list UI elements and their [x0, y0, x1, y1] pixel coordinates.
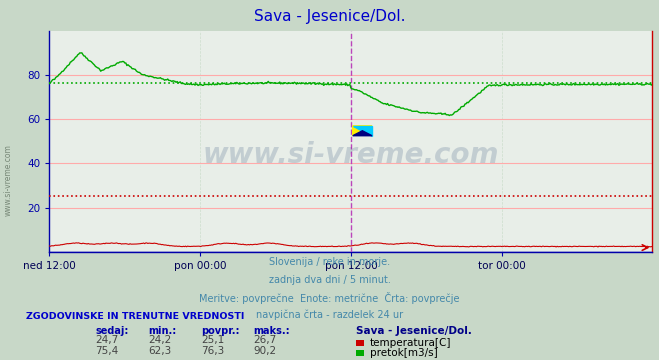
Text: 24,2: 24,2 — [148, 336, 171, 346]
Text: Slovenija / reke in morje.: Slovenija / reke in morje. — [269, 257, 390, 267]
Text: min.:: min.: — [148, 326, 177, 336]
Polygon shape — [353, 126, 372, 136]
Text: ZGODOVINSKE IN TRENUTNE VREDNOSTI: ZGODOVINSKE IN TRENUTNE VREDNOSTI — [26, 312, 244, 321]
Text: povpr.:: povpr.: — [201, 326, 239, 336]
Text: temperatura[C]: temperatura[C] — [370, 338, 451, 348]
Text: maks.:: maks.: — [254, 326, 291, 336]
Text: www.si-vreme.com: www.si-vreme.com — [3, 144, 13, 216]
Text: 62,3: 62,3 — [148, 346, 171, 356]
Text: pretok[m3/s]: pretok[m3/s] — [370, 348, 438, 358]
Text: 24,7: 24,7 — [96, 336, 119, 346]
Text: sedaj:: sedaj: — [96, 326, 129, 336]
Text: 76,3: 76,3 — [201, 346, 224, 356]
Polygon shape — [353, 126, 372, 136]
Text: navpična črta - razdelek 24 ur: navpična črta - razdelek 24 ur — [256, 309, 403, 320]
Text: 26,7: 26,7 — [254, 336, 277, 346]
Text: zadnja dva dni / 5 minut.: zadnja dva dni / 5 minut. — [269, 275, 390, 285]
Text: 90,2: 90,2 — [254, 346, 277, 356]
Text: Meritve: povprečne  Enote: metrične  Črta: povprečje: Meritve: povprečne Enote: metrične Črta:… — [199, 292, 460, 304]
Text: Sava - Jesenice/Dol.: Sava - Jesenice/Dol. — [356, 326, 472, 336]
Text: 25,1: 25,1 — [201, 336, 224, 346]
Text: 75,4: 75,4 — [96, 346, 119, 356]
Text: www.si-vreme.com: www.si-vreme.com — [203, 141, 499, 168]
Text: Sava - Jesenice/Dol.: Sava - Jesenice/Dol. — [254, 9, 405, 24]
Polygon shape — [353, 131, 372, 136]
